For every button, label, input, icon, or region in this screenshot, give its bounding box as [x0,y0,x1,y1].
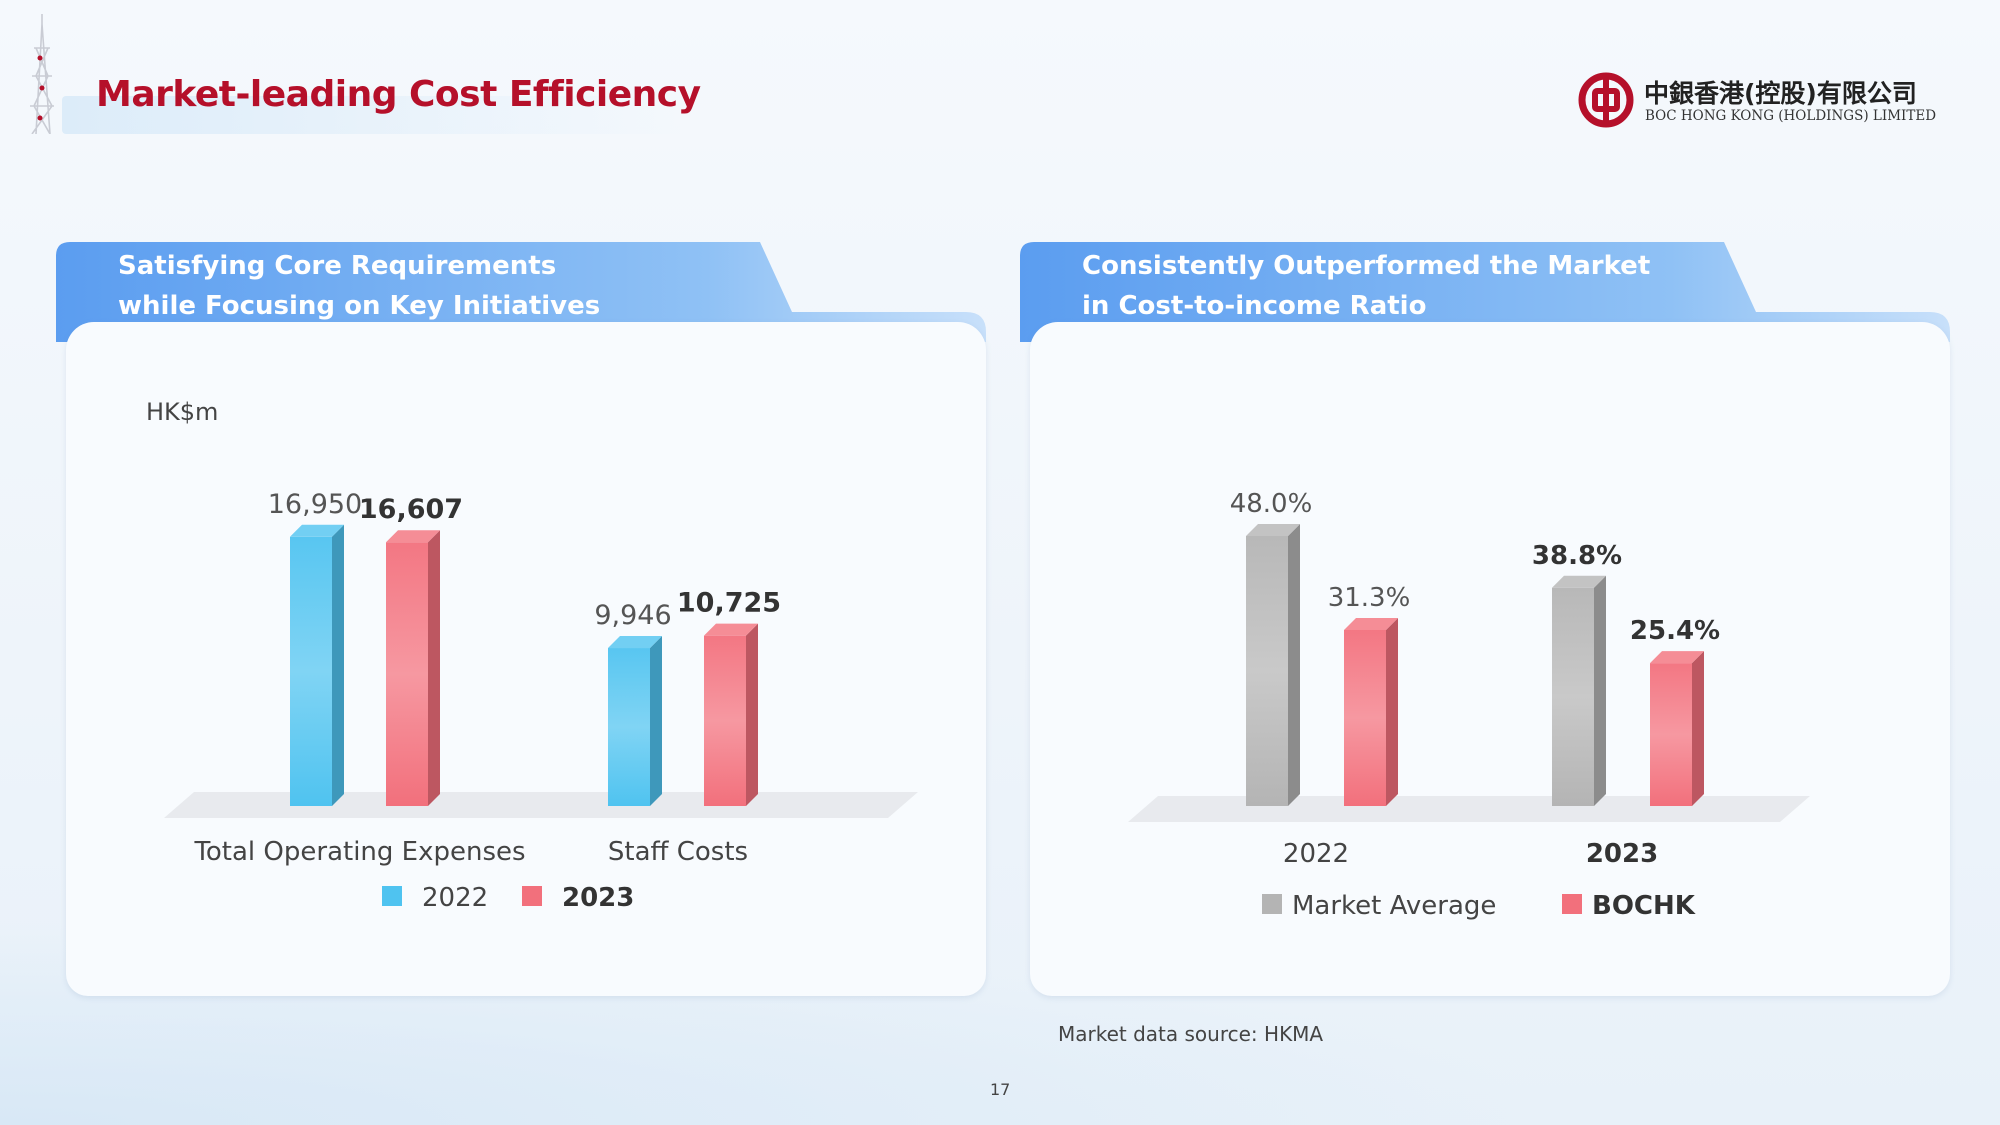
data-label: 16,607 [359,494,463,525]
data-label: 31.3% [1328,583,1411,613]
data-label: 10,725 [677,588,781,619]
legend-label: 2023 [562,883,634,913]
chart-floor [1128,796,1810,822]
legend-label: Market Average [1292,891,1496,921]
bar-2022-0 [290,524,344,806]
legend-label: BOCHK [1592,891,1696,921]
panel-title-line1: Satisfying Core Requirements [118,251,557,281]
panel-tab [56,242,986,342]
cost-to-income-chart: 48.0% 31.3% 2022 38.8% 25.4% 2023 Market Avera… [1128,489,1810,921]
company-logo: 中銀香港(控股)有限公司 BOC HONG KONG (HOLDINGS) LI… [1578,72,1938,132]
panel-tab [1020,242,1950,342]
chart-floor [164,792,918,818]
logo-chinese-name: 中銀香港(控股)有限公司 [1644,79,1917,108]
footnote: Market data source: HKMA [1058,1022,1324,1046]
bar-Market Average-1 [1552,575,1606,806]
category-label: Total Operating Expenses [193,837,525,867]
bar-Market Average-0 [1246,524,1300,806]
bar-BOCHK-0 [1344,617,1398,806]
chart-card [66,322,986,996]
bar-2022-1 [608,636,662,806]
unit-label: HK$m [146,398,218,426]
data-label: 9,946 [594,600,671,631]
panel-title-line1: Consistently Outperformed the Market [1082,251,1651,281]
panel-title-line2: in Cost-to-income Ratio [1082,291,1427,321]
chart-card [1030,322,1950,996]
legend-swatch [522,886,542,906]
title-band [62,96,682,134]
category-label: Staff Costs [608,837,748,867]
category-label: 2023 [1586,839,1658,869]
data-label: 48.0% [1230,489,1313,519]
legend-swatch [382,886,402,906]
boc-logo-icon [1578,72,1634,128]
logo-english-name: BOC HONG KONG (HOLDINGS) LIMITED [1645,108,1937,124]
panel-title: Satisfying Core Requirements while Focus… [118,246,798,326]
data-label: 25.4% [1630,616,1720,646]
data-label: 16,950 [268,489,362,520]
page-number: 17 [990,1080,1011,1099]
bar-2023-0 [386,530,440,806]
legend-label: 2022 [422,883,488,913]
bar-BOCHK-1 [1650,651,1704,806]
panel-operating-expenses: Satisfying Core Requirements while Focus… [56,242,986,998]
data-label: 38.8% [1532,541,1622,571]
panel-title: Consistently Outperformed the Market in … [1082,246,1762,326]
tower-icon [30,14,54,134]
panel-cost-income-ratio: Consistently Outperformed the Market in … [1020,242,1950,998]
page-title: Market-leading Cost Efficiency [96,74,701,115]
panel-title-line2: while Focusing on Key Initiatives [118,291,601,321]
bar-2023-1 [704,623,758,806]
legend-swatch [1562,894,1582,914]
category-label: 2022 [1283,839,1349,869]
legend-swatch [1262,894,1282,914]
